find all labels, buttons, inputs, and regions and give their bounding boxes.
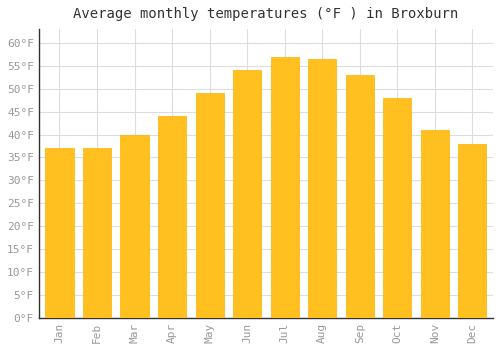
Bar	[308, 59, 336, 318]
Bar	[270, 57, 299, 318]
Bar	[46, 148, 74, 318]
Bar	[346, 75, 374, 318]
Bar	[233, 70, 261, 318]
Bar	[458, 144, 486, 318]
Bar	[83, 148, 111, 318]
Bar	[196, 93, 224, 318]
Bar	[383, 98, 412, 318]
Bar	[120, 134, 148, 318]
Bar	[421, 130, 449, 318]
Bar	[158, 116, 186, 318]
Title: Average monthly temperatures (°F ) in Broxburn: Average monthly temperatures (°F ) in Br…	[74, 7, 458, 21]
